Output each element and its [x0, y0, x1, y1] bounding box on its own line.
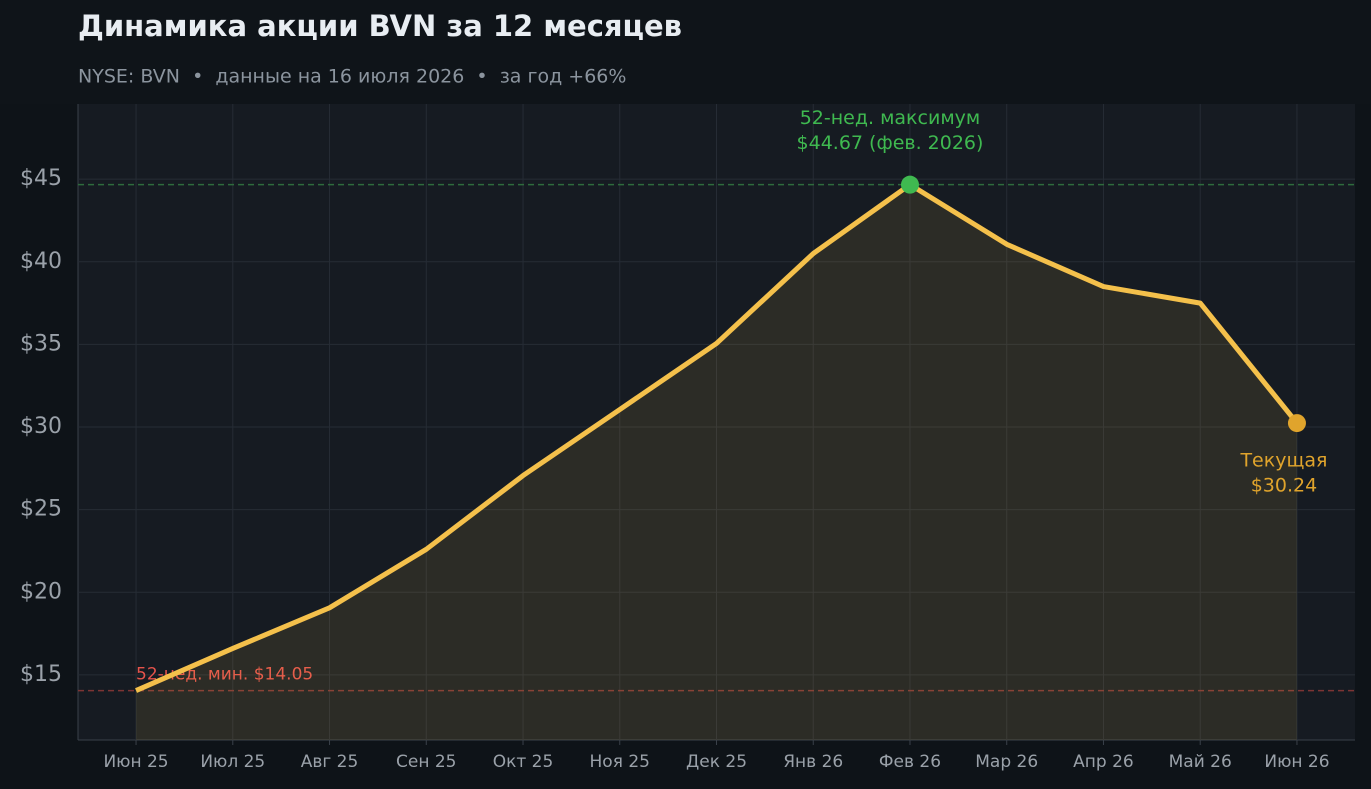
highlight-point — [900, 175, 919, 194]
line — [135, 182, 1299, 693]
x-tick-label: Дек 25 — [686, 752, 747, 772]
x-tick-label: Ноя 25 — [590, 752, 650, 772]
x-tick-label: Июн 26 — [1264, 752, 1329, 772]
annotation: $30.24 — [1251, 475, 1317, 497]
y-tick-label: $35 — [20, 331, 62, 356]
annotation: 52-нед. максимум — [800, 107, 981, 129]
y-tick-label: $15 — [20, 662, 62, 687]
x-tick-label: Апр 26 — [1073, 752, 1134, 772]
y-tick-label: $25 — [20, 497, 62, 522]
x-tick-label: Фев 26 — [879, 752, 941, 772]
area — [136, 184, 1297, 741]
x-tick-label: Июн 25 — [103, 752, 168, 772]
x-tick-label: Окт 25 — [493, 752, 554, 772]
y-tick-label: $40 — [20, 249, 62, 274]
header-band — [0, 0, 1371, 104]
highlight-point — [1287, 414, 1306, 433]
x-tick-label: Сен 25 — [396, 752, 456, 772]
y-tick-label: $30 — [20, 414, 62, 439]
x-tick-label: Янв 26 — [783, 752, 843, 772]
annotation: Текущая — [1239, 450, 1327, 472]
chart-title: Динамика акции BVN за 12 месяцев — [78, 9, 682, 43]
x-tick-label: Май 26 — [1169, 752, 1232, 772]
x-tick-label: Авг 25 — [301, 752, 359, 772]
x-tick-label: Мар 26 — [975, 752, 1038, 772]
x-tick-label: Июл 25 — [200, 752, 265, 772]
chart-subtitle: NYSE: BVN • данные на 16 июля 2026 • за … — [78, 66, 626, 88]
y-tick-label: $20 — [20, 579, 62, 604]
annotation: $44.67 (фев. 2026) — [797, 132, 984, 154]
y-tick-label: $45 — [20, 166, 62, 191]
